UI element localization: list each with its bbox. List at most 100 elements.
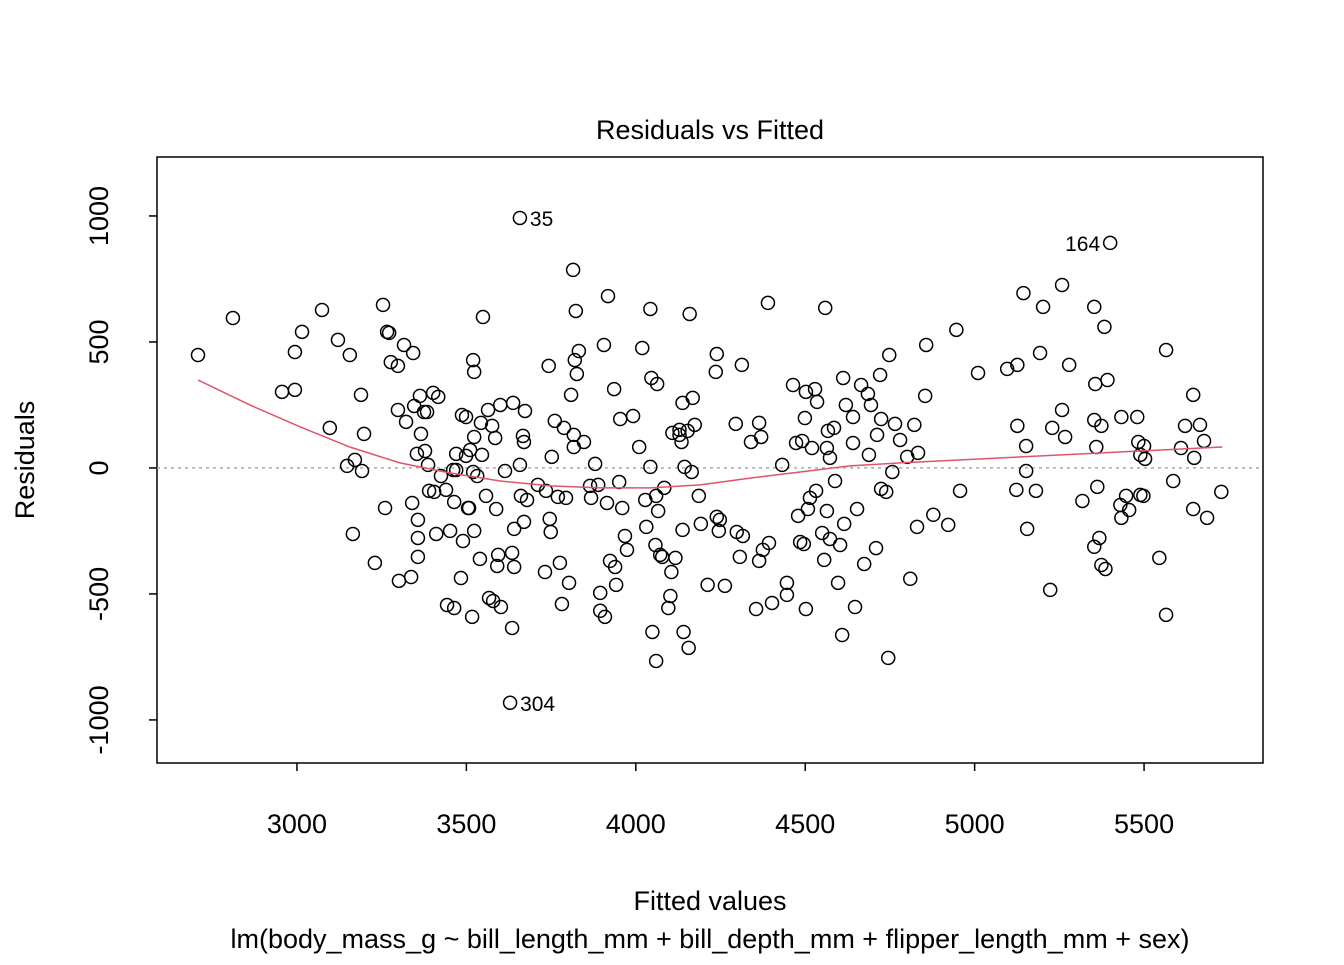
point [830, 575, 846, 591]
point [438, 482, 454, 498]
point [903, 571, 918, 587]
point [687, 417, 703, 433]
smooth-line [197, 379, 1223, 489]
point [788, 435, 804, 451]
point [676, 624, 691, 640]
point [685, 390, 700, 406]
point [952, 483, 968, 499]
point [926, 507, 941, 523]
point [398, 414, 414, 430]
point [1158, 342, 1174, 358]
point [832, 537, 848, 553]
x-tick-label: 4500 [775, 809, 835, 839]
point [347, 452, 363, 468]
point [612, 411, 628, 427]
point [576, 434, 592, 450]
point [375, 297, 391, 313]
point [330, 332, 346, 348]
point [406, 398, 422, 414]
point [648, 653, 664, 669]
point [794, 433, 810, 449]
point [537, 564, 553, 580]
point [421, 483, 437, 499]
point [785, 377, 801, 393]
point [287, 382, 303, 398]
point [512, 457, 528, 473]
point [377, 500, 393, 516]
point [809, 394, 825, 410]
point [677, 459, 692, 475]
point [712, 512, 728, 528]
point [606, 381, 622, 397]
point [419, 404, 435, 420]
point [1185, 501, 1201, 517]
point [643, 459, 658, 475]
point [493, 599, 509, 615]
point [728, 416, 744, 432]
point [590, 477, 606, 493]
y-tick-label: -1000 [84, 685, 114, 754]
point [1035, 299, 1051, 315]
point [410, 530, 426, 546]
point [550, 489, 566, 505]
point [860, 386, 876, 402]
point [674, 434, 689, 450]
point [274, 384, 290, 400]
point [643, 301, 658, 317]
point [909, 519, 925, 535]
point [396, 337, 412, 353]
point [506, 559, 522, 575]
point [458, 409, 474, 425]
point [1032, 345, 1048, 361]
point [838, 397, 854, 413]
point [502, 695, 518, 711]
point [835, 370, 851, 386]
point [409, 446, 425, 462]
point [734, 357, 750, 373]
point [614, 500, 630, 516]
point [1018, 438, 1034, 454]
point [544, 449, 560, 465]
point [493, 397, 508, 413]
point [808, 483, 824, 499]
point [1019, 521, 1035, 537]
point [649, 376, 665, 392]
point [847, 599, 863, 615]
point [466, 523, 482, 539]
point [1089, 439, 1104, 455]
point [446, 600, 462, 616]
point [563, 387, 579, 403]
point [1121, 502, 1137, 518]
point [543, 524, 558, 540]
point [665, 425, 680, 441]
point [684, 464, 699, 480]
point [708, 364, 724, 380]
point [1010, 418, 1025, 434]
point [475, 309, 491, 325]
point [682, 306, 697, 322]
point [416, 404, 432, 420]
point [1061, 357, 1077, 373]
point [717, 578, 733, 594]
point [356, 426, 372, 442]
point [381, 325, 397, 341]
point [1136, 488, 1151, 504]
point [863, 397, 879, 413]
plot-frame [156, 156, 1264, 764]
point [1054, 402, 1070, 418]
point [390, 358, 406, 374]
point [668, 550, 683, 566]
point [190, 347, 206, 363]
point [506, 521, 522, 537]
point [1016, 285, 1031, 301]
point [800, 501, 816, 517]
point [819, 440, 835, 456]
point [446, 494, 462, 510]
point [1028, 483, 1044, 499]
point [827, 473, 843, 489]
point [552, 555, 568, 571]
point [410, 549, 426, 565]
point [816, 552, 832, 568]
y-tick-label: 0 [84, 460, 114, 475]
point [1054, 277, 1070, 293]
